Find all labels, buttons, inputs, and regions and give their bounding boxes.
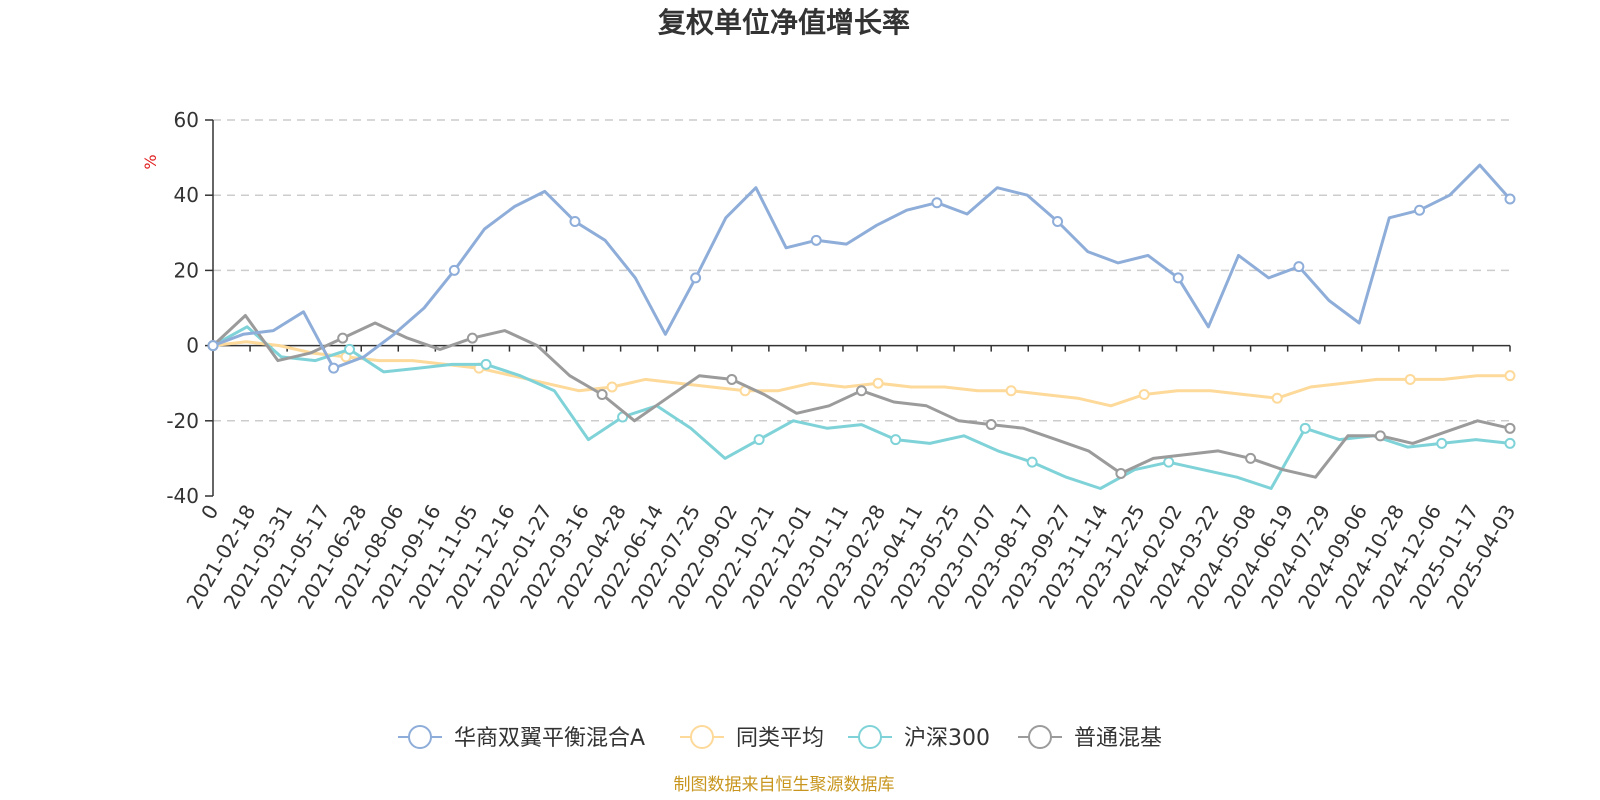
data-point <box>1414 204 1426 216</box>
data-point <box>1245 452 1257 464</box>
y-tick-label: 20 <box>174 258 199 282</box>
data-point <box>1172 272 1184 284</box>
series-line-3 <box>211 314 1511 479</box>
legend-item-3[interactable]: 普通混基 <box>1018 725 1162 751</box>
data-point <box>1299 422 1311 434</box>
legend-item-2[interactable]: 沪深300 <box>848 725 990 751</box>
y-axis-unit-label: % <box>141 154 160 169</box>
y-axis-ticks: 60 40 20 0 -20 -40 <box>166 108 213 508</box>
data-point <box>337 332 349 344</box>
data-point <box>1504 370 1516 382</box>
grid-lines <box>213 119 1510 422</box>
data-point <box>466 332 478 344</box>
legend-label: 普通混基 <box>1074 726 1162 751</box>
data-point <box>810 234 822 246</box>
y-tick-label: 0 <box>186 334 199 358</box>
data-point <box>890 434 902 446</box>
data-point <box>856 385 867 397</box>
data-point <box>480 358 492 370</box>
data-point <box>328 362 340 374</box>
data-point <box>1052 216 1064 228</box>
series-line-1 <box>212 340 1510 408</box>
legend-item-1[interactable]: 同类平均 <box>680 725 824 751</box>
data-point <box>872 377 884 389</box>
data-point <box>1374 430 1386 442</box>
x-tick-label: 0 <box>196 501 223 524</box>
series-lines <box>207 163 1516 490</box>
legend-label: 同类平均 <box>736 726 824 751</box>
data-point <box>1271 392 1283 404</box>
legend-marker <box>1028 725 1052 749</box>
data-point <box>1115 467 1127 479</box>
data-point <box>1293 261 1305 273</box>
chart-title: 复权单位净值增长率 <box>658 6 910 39</box>
data-point <box>1005 385 1017 397</box>
data-point <box>726 373 738 385</box>
data-point <box>931 197 943 209</box>
source-note: 制图数据来自恒生聚源数据库 <box>674 775 895 795</box>
axes <box>212 120 1510 496</box>
data-point <box>1026 456 1038 468</box>
y-tick-label: 40 <box>174 183 199 207</box>
data-point <box>344 343 356 355</box>
legend-label: 沪深300 <box>904 726 990 751</box>
y-tick-label: -20 <box>166 409 199 433</box>
data-point <box>1504 437 1516 449</box>
data-point <box>1504 193 1516 205</box>
data-point <box>606 381 618 393</box>
y-tick-label: -40 <box>166 484 199 508</box>
data-point <box>1163 456 1175 468</box>
data-point <box>569 216 581 228</box>
data-point <box>753 434 765 446</box>
legend-marker <box>858 725 882 749</box>
legend-marker <box>408 725 432 749</box>
data-point <box>207 340 219 352</box>
data-point <box>1504 422 1516 434</box>
y-tick-label: 60 <box>174 108 199 132</box>
series-line-2 <box>212 325 1511 490</box>
legend-item-0[interactable]: 华商双翼平衡混合A <box>398 725 645 751</box>
data-point <box>690 272 702 284</box>
legend-marker <box>690 725 714 749</box>
legend[interactable]: 华商双翼平衡混合A 同类平均 沪深300 普通混基 <box>398 725 1162 751</box>
data-point <box>596 388 608 400</box>
data-point <box>448 264 460 276</box>
data-point <box>985 419 997 431</box>
data-point <box>1404 373 1416 385</box>
data-point <box>1436 437 1448 449</box>
data-point <box>1138 388 1150 400</box>
legend-label: 华商双翼平衡混合A <box>454 726 645 751</box>
